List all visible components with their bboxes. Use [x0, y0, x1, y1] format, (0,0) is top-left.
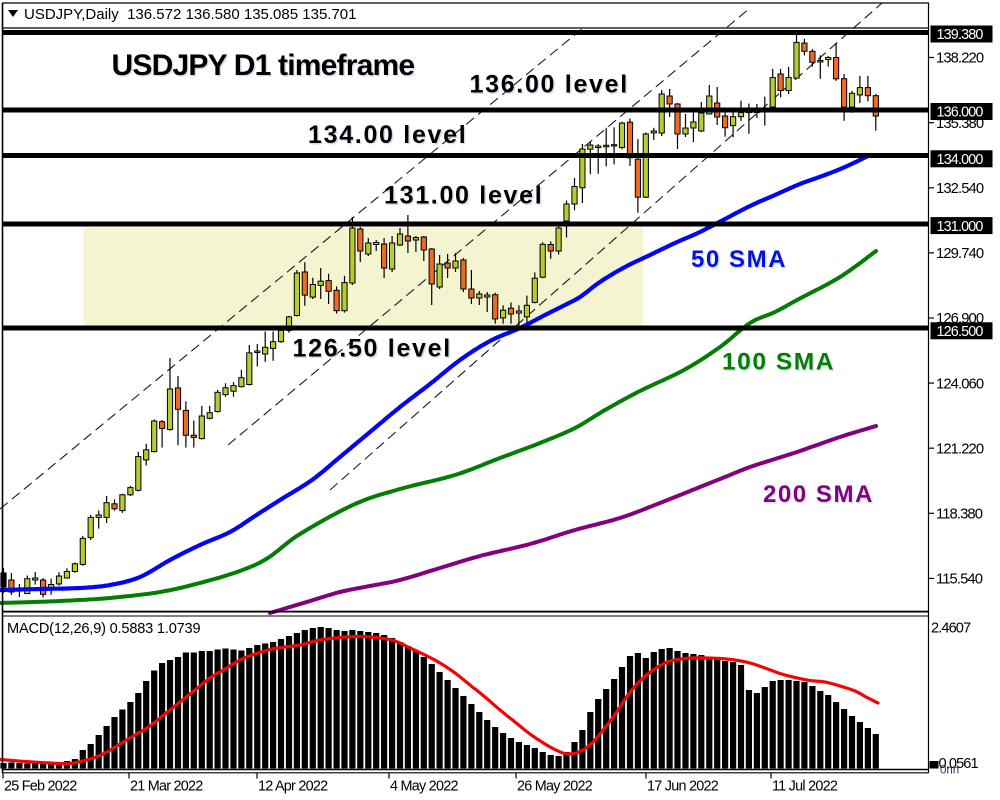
- svg-text:2.4607: 2.4607: [931, 621, 971, 637]
- svg-text:50 SMA: 50 SMA: [692, 248, 788, 275]
- svg-text:132.540: 132.540: [936, 181, 984, 197]
- svg-text:129.740: 129.740: [936, 246, 984, 262]
- svg-text:139.380: 139.380: [937, 27, 984, 43]
- svg-text:124.060: 124.060: [936, 376, 984, 392]
- svg-text:126.500: 126.500: [937, 324, 984, 340]
- svg-text:0nn: 0nn: [940, 765, 959, 777]
- svg-text:138.220: 138.220: [936, 51, 984, 67]
- svg-text:200 SMA: 200 SMA: [764, 483, 875, 510]
- svg-text:4 May 2022: 4 May 2022: [390, 779, 458, 795]
- svg-text:126.50 level: 126.50 level: [293, 335, 452, 363]
- svg-text:126.50 level: 126.50 level: [294, 336, 453, 364]
- svg-text:17 Jun 2022: 17 Jun 2022: [647, 779, 719, 795]
- svg-text:100 SMA: 100 SMA: [722, 349, 835, 376]
- svg-text:25 Feb 2022: 25 Feb 2022: [4, 779, 77, 795]
- svg-text:134.00 level: 134.00 level: [309, 123, 468, 151]
- svg-text:0.0561: 0.0561: [939, 756, 979, 772]
- svg-text:136.00 level: 136.00 level: [471, 72, 630, 100]
- svg-text:USDJPY D1 timeframe: USDJPY D1 timeframe: [113, 51, 416, 84]
- svg-text:11 Jul 2022: 11 Jul 2022: [772, 779, 838, 795]
- svg-text:121.220: 121.220: [936, 441, 984, 457]
- svg-text:131.000: 131.000: [937, 219, 984, 235]
- svg-text:26 May 2022: 26 May 2022: [517, 779, 593, 795]
- svg-text:MACD(12,26,9) 0.5883 1.0739: MACD(12,26,9) 0.5883 1.0739: [7, 621, 200, 637]
- svg-text:136.00 level: 136.00 level: [470, 71, 629, 99]
- svg-text:115.540: 115.540: [936, 572, 983, 588]
- svg-text:12 Apr 2022: 12 Apr 2022: [258, 779, 328, 795]
- svg-text:21 Mar 2022: 21 Mar 2022: [130, 779, 203, 795]
- svg-text:136.000: 136.000: [937, 105, 984, 121]
- svg-text:118.380: 118.380: [936, 507, 983, 523]
- svg-text:USDJPY D1 timeframe: USDJPY D1 timeframe: [112, 49, 415, 82]
- svg-text:200 SMA: 200 SMA: [763, 481, 874, 508]
- svg-text:134.000: 134.000: [937, 152, 984, 168]
- svg-text:131.00 level: 131.00 level: [385, 183, 544, 211]
- svg-text:131.00 level: 131.00 level: [384, 182, 543, 210]
- svg-text:50 SMA: 50 SMA: [691, 246, 787, 273]
- svg-text:100 SMA: 100 SMA: [723, 350, 836, 377]
- svg-text:134.00 level: 134.00 level: [308, 121, 467, 149]
- svg-text:USDJPY,Daily 136.572 136.580: USDJPY,Daily 136.572 136.580 135.085 135…: [24, 6, 356, 23]
